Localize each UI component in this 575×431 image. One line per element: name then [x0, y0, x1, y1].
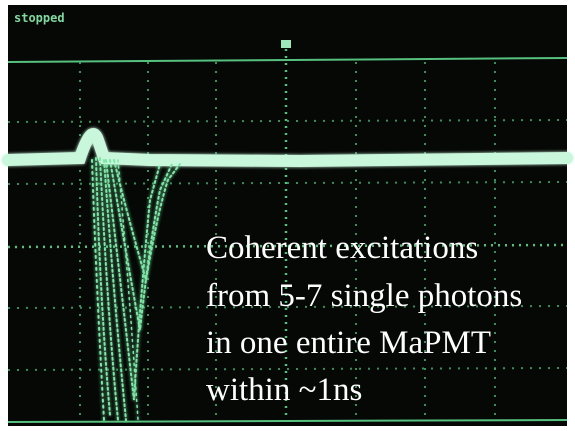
- oscilloscope-photo: stopped Coherent excitations from 5-7 si…: [0, 0, 575, 431]
- annotation-line: Coherent excitations: [206, 230, 478, 266]
- status-label: stopped: [14, 11, 65, 25]
- page: stopped Coherent excitations from 5-7 si…: [0, 0, 575, 431]
- annotation-line: within ~1ns: [206, 372, 362, 408]
- annotation-line: from 5-7 single photons: [206, 278, 522, 314]
- annotation-line: in one entire MaPMT: [206, 325, 491, 361]
- screen: [8, 5, 567, 426]
